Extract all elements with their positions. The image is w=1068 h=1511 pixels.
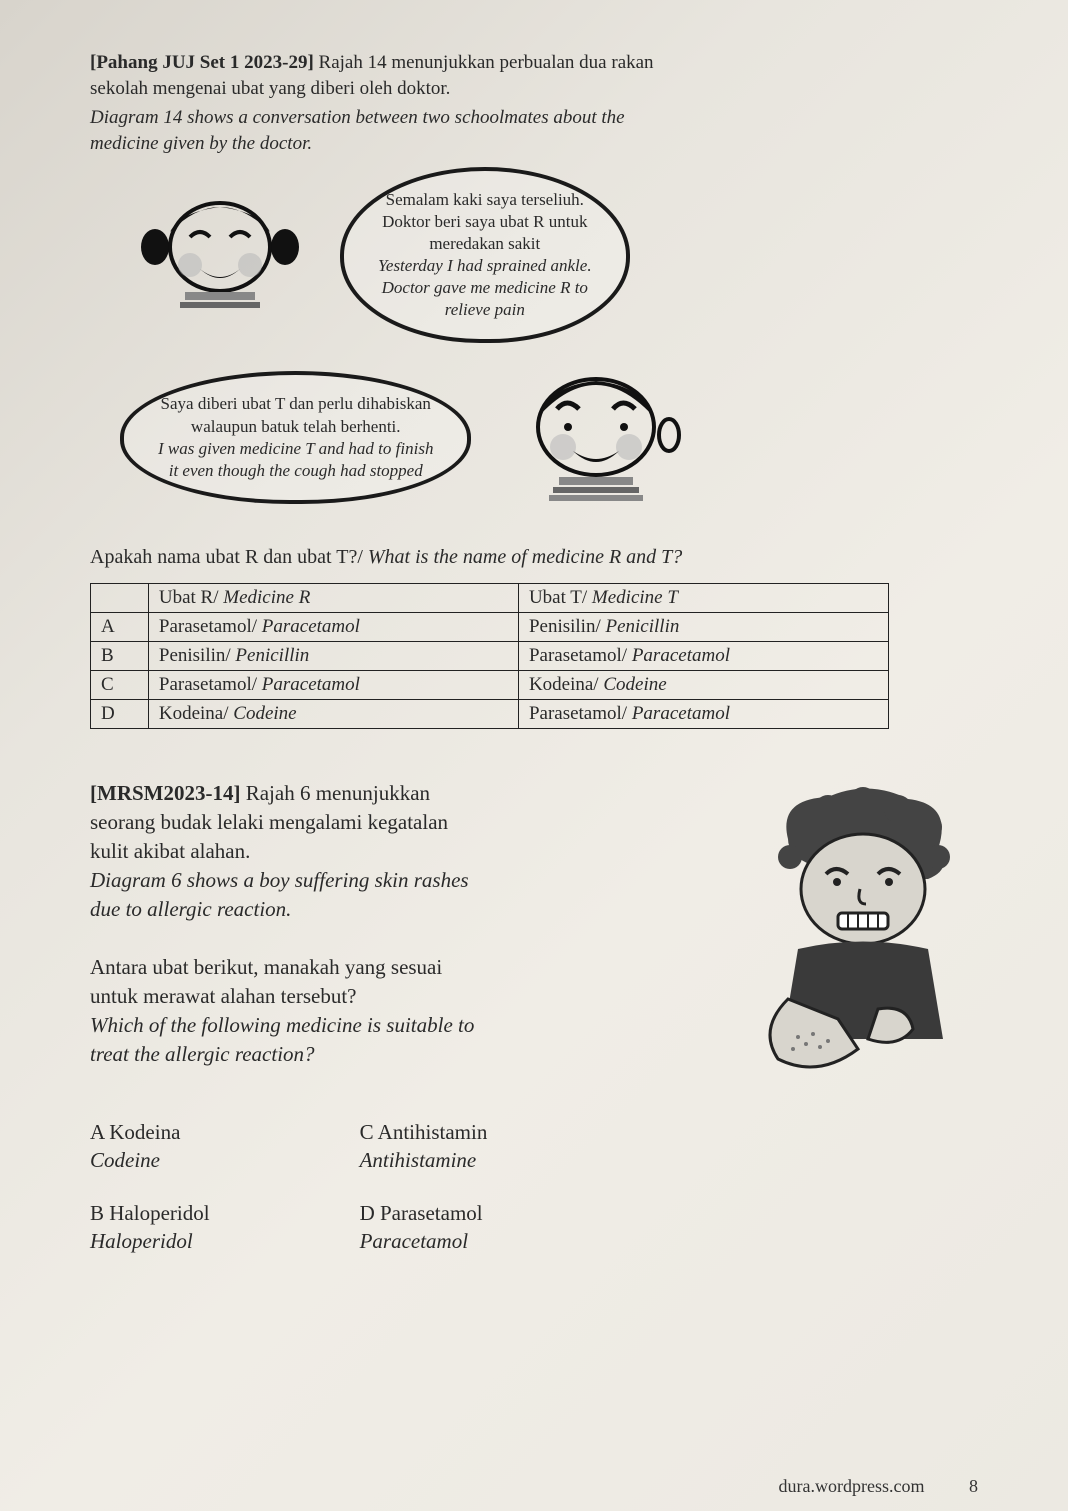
- table-header-row: Ubat R/ Medicine R Ubat T/ Medicine T: [91, 584, 889, 613]
- page-footer: dura.wordpress.com 8: [779, 1476, 978, 1497]
- bubble2-en-1: I was given medicine T and had to finish: [158, 438, 433, 460]
- q2-source: [MRSM2023-14]: [90, 781, 240, 805]
- footer-url: dura.wordpress.com: [779, 1476, 925, 1496]
- q2-opt-d-en: Paracetamol: [360, 1227, 488, 1255]
- footer-page: 8: [969, 1476, 978, 1496]
- q1-stem-en-line1: Diagram 14 shows a conversation between …: [90, 107, 625, 128]
- q2-text: [MRSM2023-14] Rajah 6 menunjukkan seoran…: [90, 779, 708, 1069]
- table-row: A Parasetamol/ Paracetamol Penisilin/ Pe…: [91, 613, 889, 642]
- q2-options: A Kodeina Codeine B Haloperidol Haloperi…: [90, 1118, 998, 1279]
- table-row: B Penisilin/ Penicillin Parasetamol/ Par…: [91, 642, 889, 671]
- q1-question: Apakah nama ubat R dan ubat T?/ What is …: [90, 546, 998, 569]
- q2-opt-d-my: D Parasetamol: [360, 1199, 488, 1227]
- q2-stem-en-2: due to allergic reaction.: [90, 895, 708, 924]
- q2-opt-a-en: Codeine: [90, 1146, 210, 1174]
- q1-stem-en-line2: medicine given by the doctor.: [90, 133, 312, 154]
- head-r-en: Medicine R: [223, 587, 310, 608]
- bubble1-my-3: meredakan sakit: [378, 233, 592, 255]
- worksheet-page: [Pahang JUJ Set 1 2023-29] Rajah 14 menu…: [0, 0, 1068, 1511]
- q1-question-en: What is the name of medicine R and T?: [368, 546, 682, 568]
- q2-option-c: C Antihistamin Antihistamine: [360, 1118, 488, 1175]
- bubble2-my-1: Saya diberi ubat T dan perlu dihabiskan: [158, 393, 433, 415]
- q1-source: [Pahang JUJ Set 1 2023-29]: [90, 52, 314, 73]
- opt-t: Penisilin/ Penicillin: [518, 613, 888, 642]
- q2-options-col2: C Antihistamin Antihistamine D Parasetam…: [360, 1118, 488, 1279]
- table-row: C Parasetamol/ Paracetamol Kodeina/ Code…: [91, 671, 889, 700]
- head-r-my: Ubat R/: [159, 587, 219, 608]
- girl-face-icon: [120, 177, 320, 332]
- speech-bubble-2: Saya diberi ubat T dan perlu dihabiskan …: [120, 371, 471, 503]
- opt-r: Parasetamol/ Paracetamol: [148, 613, 518, 642]
- q2-option-d: D Parasetamol Paracetamol: [360, 1199, 488, 1256]
- speech-bubble-1: Semalam kaki saya terseliuh. Doktor beri…: [340, 167, 630, 344]
- opt-key: C: [91, 671, 149, 700]
- q2-stem-my-3: kulit akibat alahan.: [90, 837, 708, 866]
- opt-t: Kodeina/ Codeine: [518, 671, 888, 700]
- boy-face-icon: [491, 355, 701, 520]
- opt-key: B: [91, 642, 149, 671]
- convo-row-1: Semalam kaki saya terseliuh. Doktor beri…: [120, 167, 998, 344]
- q2-opt-c-my: C Antihistamin: [360, 1118, 488, 1146]
- boy-rash-icon: [728, 779, 998, 1084]
- q1-stem-my: [Pahang JUJ Set 1 2023-29] Rajah 14 menu…: [90, 50, 998, 101]
- head-t-en: Medicine T: [592, 587, 678, 608]
- bubble1-my-2: Doktor beri saya ubat R untuk: [378, 211, 592, 233]
- q1-stem-my-line1: Rajah 14 menunjukkan perbualan dua rakan: [319, 52, 654, 73]
- convo-row-2: Saya diberi ubat T dan perlu dihabiskan …: [120, 355, 998, 520]
- q2-opt-b-my: B Haloperidol: [90, 1199, 210, 1227]
- q1-stem-en: Diagram 14 shows a conversation between …: [90, 105, 998, 156]
- table-row: D Kodeina/ Codeine Parasetamol/ Paraceta…: [91, 700, 889, 729]
- opt-key: A: [91, 613, 149, 642]
- q1-question-my: Apakah nama ubat R dan ubat T?/: [90, 546, 363, 568]
- table-corner-cell: [91, 584, 149, 613]
- bubble1-en-1: Yesterday I had sprained ankle.: [378, 255, 592, 277]
- q2-question-en-2: treat the allergic reaction?: [90, 1040, 708, 1069]
- q2-opt-c-en: Antihistamine: [360, 1146, 488, 1174]
- opt-key: D: [91, 700, 149, 729]
- bubble1-en-2: Doctor gave me medicine R to: [378, 277, 592, 299]
- bubble2-my-2: walaupun batuk telah berhenti.: [158, 416, 433, 438]
- q2-question-my-1: Antara ubat berikut, manakah yang sesuai: [90, 953, 708, 982]
- q1-answer-table: Ubat R/ Medicine R Ubat T/ Medicine T A …: [90, 583, 889, 729]
- opt-r: Parasetamol/ Paracetamol: [148, 671, 518, 700]
- table-head-t: Ubat T/ Medicine T: [518, 584, 888, 613]
- head-t-my: Ubat T/: [529, 587, 587, 608]
- q2-opt-b-en: Haloperidol: [90, 1227, 210, 1255]
- q2-block: [MRSM2023-14] Rajah 6 menunjukkan seoran…: [90, 779, 998, 1084]
- q2-stem-my-1: Rajah 6 menunjukkan: [246, 781, 430, 805]
- bubble1-en-3: relieve pain: [378, 299, 592, 321]
- q2-opt-a-my: A Kodeina: [90, 1118, 210, 1146]
- q2-stem-en-1: Diagram 6 shows a boy suffering skin ras…: [90, 866, 708, 895]
- q2-option-a: A Kodeina Codeine: [90, 1118, 210, 1175]
- q2-option-b: B Haloperidol Haloperidol: [90, 1199, 210, 1256]
- opt-t: Parasetamol/ Paracetamol: [518, 700, 888, 729]
- q2-options-col1: A Kodeina Codeine B Haloperidol Haloperi…: [90, 1118, 210, 1279]
- bubble1-my-1: Semalam kaki saya terseliuh.: [378, 189, 592, 211]
- opt-r: Kodeina/ Codeine: [148, 700, 518, 729]
- q2-question-my-2: untuk merawat alahan tersebut?: [90, 982, 708, 1011]
- opt-t: Parasetamol/ Paracetamol: [518, 642, 888, 671]
- q2-stem-my-2: seorang budak lelaki mengalami kegatalan: [90, 808, 708, 837]
- opt-r: Penisilin/ Penicillin: [148, 642, 518, 671]
- q1-stem-my-line2: sekolah mengenai ubat yang diberi oleh d…: [90, 78, 450, 99]
- q2-question-en-1: Which of the following medicine is suita…: [90, 1011, 708, 1040]
- bubble2-en-2: it even though the cough had stopped: [158, 460, 433, 482]
- table-head-r: Ubat R/ Medicine R: [148, 584, 518, 613]
